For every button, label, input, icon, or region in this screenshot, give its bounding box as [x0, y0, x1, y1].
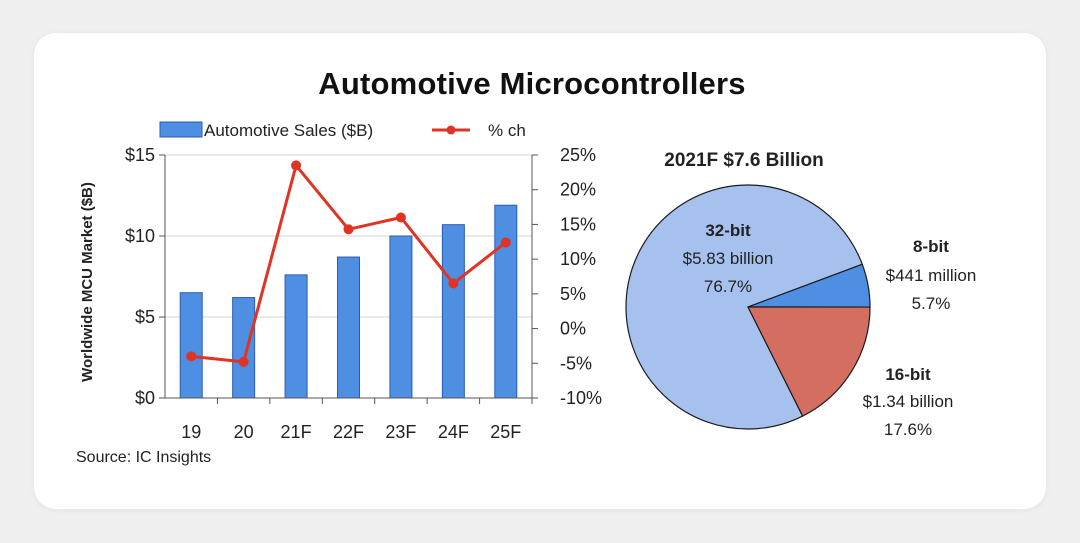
x-tick-label: 24F — [438, 422, 469, 442]
pie-label-8bit-pct: 5.7% — [912, 294, 951, 313]
pie-label-32bit-amount: $5.83 billion — [683, 249, 774, 268]
y2-tick-label: 20% — [560, 180, 596, 200]
tick-labels: $0 $5 $10 $15 -10% -5% 0% 5% 10% 15% 20% 25% 19 20 21F… — [125, 145, 602, 442]
bar-19 — [179, 292, 203, 399]
pie-label-16bit-name: 16-bit — [885, 365, 931, 384]
x-tick-label: 21F — [281, 422, 312, 442]
axes — [159, 154, 538, 404]
line-series — [186, 160, 511, 367]
bar-24F — [441, 224, 465, 399]
legend-bar-label: Automotive Sales ($B) — [204, 121, 373, 140]
pie-label-32bit-name: 32-bit — [705, 221, 751, 240]
pie-label-8bit: 8-bit $441 million 5.7% — [886, 237, 977, 313]
pie-label-32bit-pct: 76.7% — [704, 277, 752, 296]
legend-line-label: % ch — [488, 121, 526, 140]
pct-change-point-24F — [448, 278, 459, 289]
y2-tick-label: 0% — [560, 319, 586, 339]
pct-change-point-23F — [395, 212, 406, 223]
bar-20 — [232, 297, 256, 399]
legend-bar-swatch — [159, 121, 203, 138]
x-tick-label: 22F — [333, 422, 364, 442]
pct-change-point-19 — [186, 351, 197, 362]
y2-tick-label: 10% — [560, 249, 596, 269]
pct-change-point-25F — [500, 237, 511, 248]
x-tick-label: 19 — [181, 422, 201, 442]
y2-tick-label: -5% — [560, 353, 592, 373]
pie-slice-16-bit — [747, 306, 871, 417]
pct-change-point-22F — [343, 224, 354, 235]
pie-label-16bit: 16-bit $1.34 billion 17.6% — [863, 365, 954, 439]
source-note: Source: IC Insights — [76, 449, 211, 466]
pie-label-8bit-amount: $441 million — [886, 266, 977, 285]
legend: Automotive Sales ($B) % ch — [159, 121, 526, 140]
pie-title: 2021F $7.6 Billion — [664, 150, 823, 171]
pie-label-8bit-name: 8-bit — [913, 237, 949, 256]
pct-change-point-21F — [291, 160, 302, 171]
y2-tick-label: 15% — [560, 214, 596, 234]
y-tick-label: $0 — [135, 388, 155, 408]
bar-21F — [284, 274, 308, 399]
pie-label-16bit-pct: 17.6% — [884, 420, 932, 439]
x-tick-label: 23F — [385, 422, 416, 442]
x-tick-label: 20 — [234, 422, 254, 442]
pie-label-32bit: 32-bit $5.83 billion 76.7% — [683, 221, 774, 296]
chart-title: Automotive Microcontrollers — [318, 66, 746, 101]
y-tick-label: $10 — [125, 226, 155, 246]
pie-slice-32-bit — [625, 184, 864, 430]
y2-tick-label: -10% — [560, 388, 602, 408]
legend-line-marker — [446, 125, 456, 135]
pie-chart — [625, 184, 871, 430]
y2-tick-label: 5% — [560, 284, 586, 304]
y2-tick-label: 25% — [560, 145, 596, 165]
bar-series — [179, 204, 518, 399]
y-tick-label: $5 — [135, 307, 155, 327]
pie-label-16bit-amount: $1.34 billion — [863, 392, 954, 411]
bar-25F — [494, 204, 518, 399]
y-tick-label: $15 — [125, 145, 155, 165]
bar-22F — [337, 256, 360, 399]
x-tick-label: 25F — [490, 422, 521, 442]
bar-23F — [389, 235, 413, 399]
chart-card — [34, 33, 1046, 509]
pct-change-point-20 — [238, 356, 249, 367]
y-axis-title: Worldwide MCU Market ($B) — [79, 182, 96, 382]
